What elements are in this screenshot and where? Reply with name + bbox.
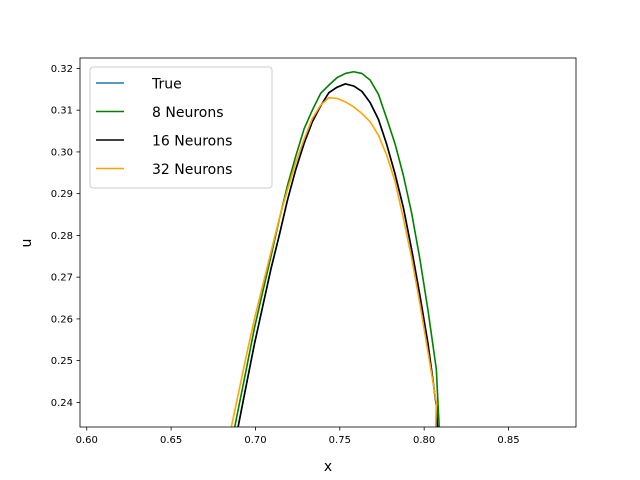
x-tick-label: 0.65: [160, 435, 182, 446]
y-tick-label: 0.25: [51, 356, 73, 367]
y-tick-label: 0.31: [51, 106, 73, 117]
legend: True 8 Neurons 16 Neurons 32 Neurons: [89, 66, 273, 189]
x-tick-label: 0.80: [413, 435, 435, 446]
y-tick-label: 0.27: [51, 273, 73, 284]
y-tick-label: 0.29: [51, 189, 73, 200]
y-tick-label: 0.28: [51, 231, 73, 242]
x-axis-label: x: [324, 459, 332, 475]
plot-frame: [79, 57, 577, 428]
x-tick-label: 0.70: [244, 435, 266, 446]
y-tick-label: 0.26: [51, 314, 73, 325]
legend-entry-label: 32 Neurons: [152, 162, 232, 178]
x-axis: 0.60 0.65 0.70 0.75 0.80 0.85: [76, 427, 520, 446]
y-axis: 0.24 0.25 0.26 0.27 0.28 0.29 0.30 0.31 0.32: [51, 64, 80, 409]
legend-entry-label: 16 Neurons: [152, 134, 232, 150]
x-tick-label: 0.60: [76, 435, 98, 446]
series-line-8-neurons: [233, 70, 440, 427]
y-tick-label: 0.24: [51, 398, 73, 409]
legend-entry-label: 8 Neurons: [152, 105, 224, 121]
y-axis-label: u: [19, 239, 35, 248]
x-tick-label: 0.75: [329, 435, 351, 446]
legend-frame: [89, 66, 273, 189]
series-layer: [230, 70, 440, 427]
y-tick-label: 0.30: [51, 147, 73, 158]
series-line-32-neurons: [230, 96, 438, 427]
legend-entry-label: True: [151, 77, 182, 93]
x-tick-label: 0.85: [497, 435, 519, 446]
series-line-16-neurons: [237, 83, 439, 427]
y-tick-label: 0.32: [51, 64, 73, 75]
